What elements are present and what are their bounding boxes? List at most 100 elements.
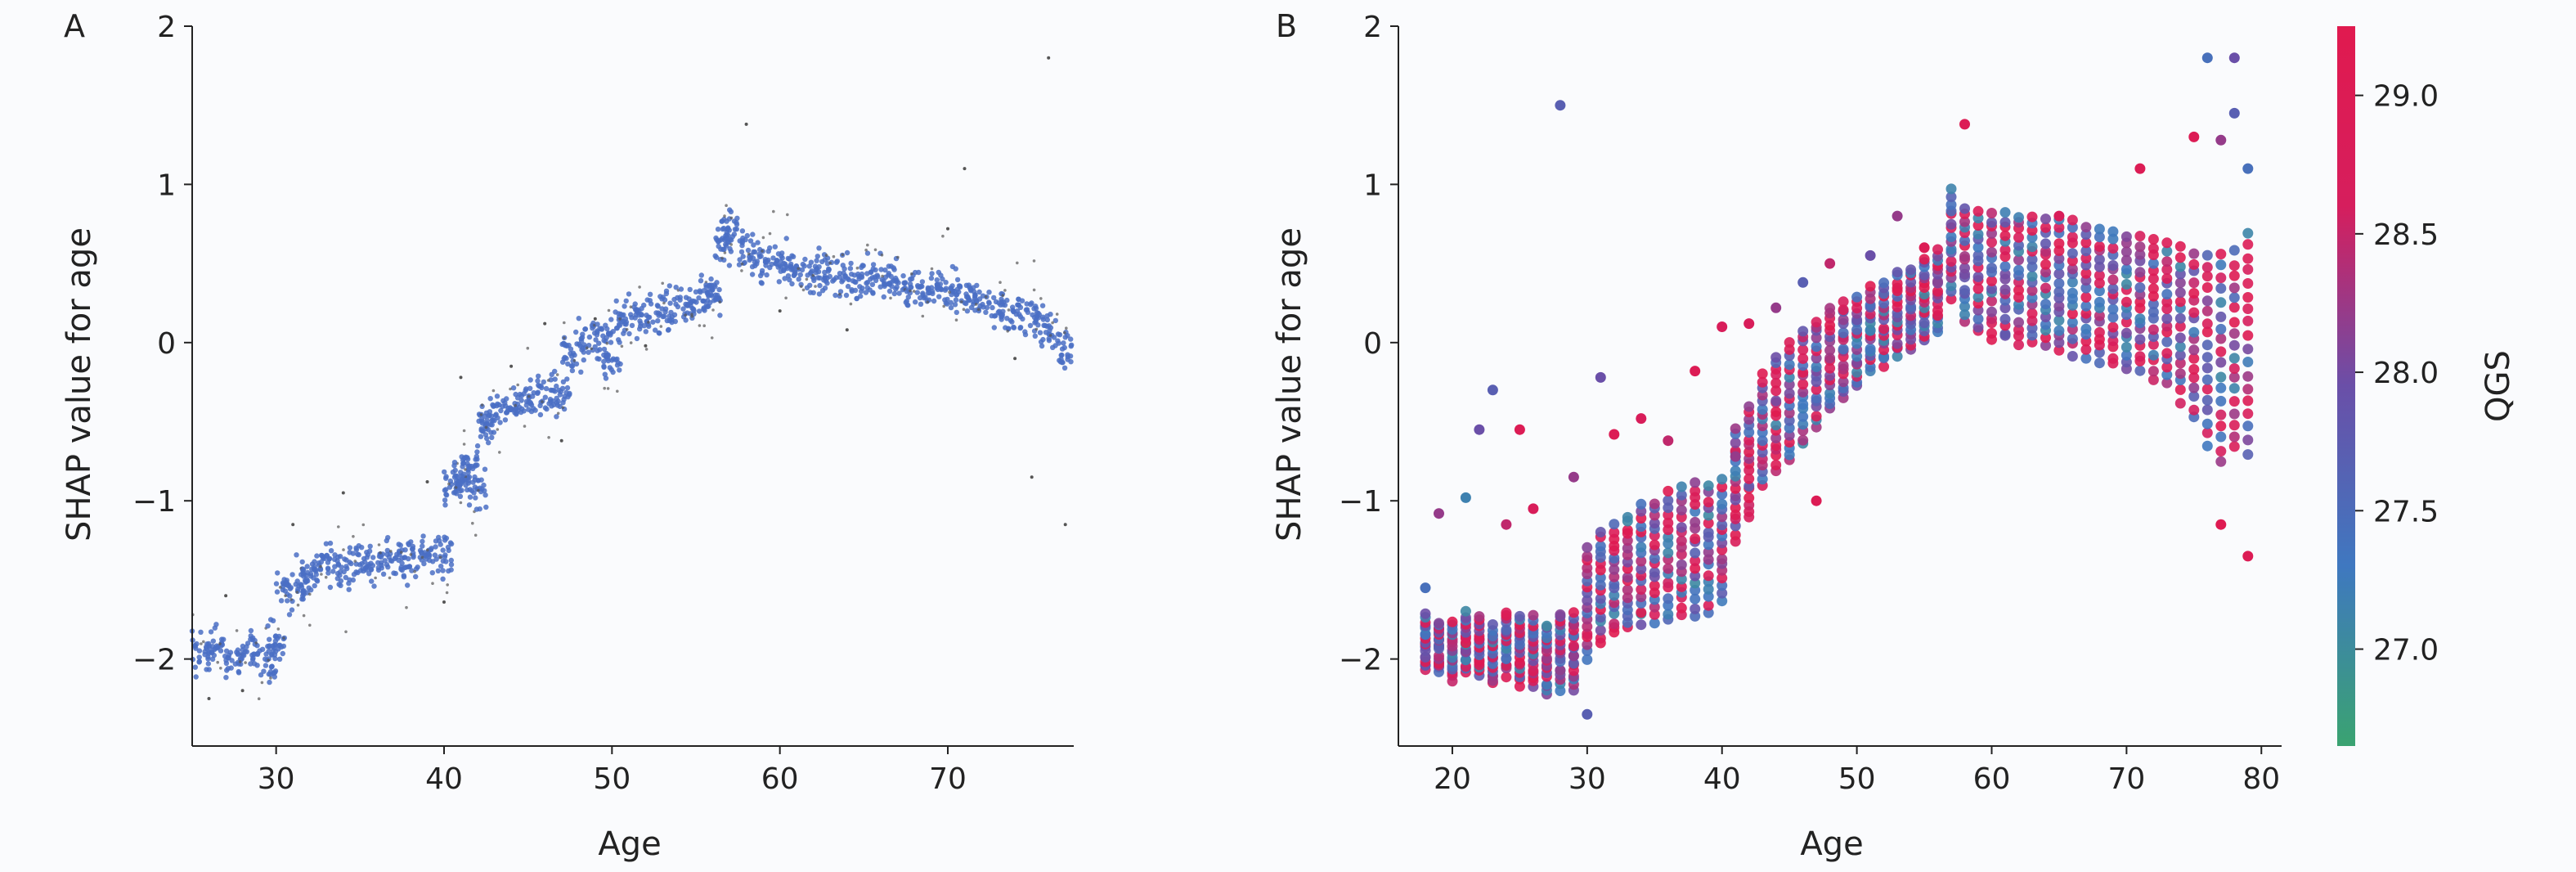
data-point bbox=[914, 290, 921, 295]
data-point bbox=[2094, 347, 2105, 358]
data-point bbox=[1033, 303, 1039, 309]
data-point bbox=[983, 309, 989, 315]
data-point bbox=[1892, 278, 1903, 289]
data-point bbox=[2174, 349, 2186, 361]
data-point bbox=[1770, 440, 1782, 452]
data-point bbox=[604, 350, 609, 357]
data-point bbox=[1878, 323, 1890, 335]
outlier-point bbox=[1555, 100, 1566, 111]
data-point bbox=[734, 215, 740, 221]
data-point bbox=[2134, 282, 2146, 293]
data-point bbox=[2228, 408, 2240, 420]
outlier-point bbox=[1919, 242, 1930, 254]
data-point bbox=[1770, 385, 1782, 397]
data-point bbox=[2242, 292, 2254, 303]
data-point bbox=[1035, 322, 1041, 328]
data-point bbox=[2242, 315, 2254, 326]
data-point bbox=[2040, 299, 2051, 310]
data-point bbox=[622, 303, 627, 309]
data-point bbox=[1024, 301, 1030, 307]
data-point bbox=[510, 385, 517, 391]
data-point bbox=[1017, 325, 1024, 330]
data-point bbox=[564, 343, 570, 349]
data-point bbox=[1568, 607, 1579, 618]
data-point bbox=[1999, 313, 2011, 325]
data-point bbox=[472, 477, 478, 483]
outlier-point bbox=[711, 308, 715, 312]
outlier-point bbox=[1063, 523, 1067, 527]
x-tick-label: 20 bbox=[1434, 762, 1471, 796]
data-point bbox=[2228, 292, 2240, 303]
data-point bbox=[626, 330, 632, 337]
data-point bbox=[2147, 299, 2159, 310]
data-point bbox=[258, 672, 264, 678]
data-point bbox=[451, 474, 458, 480]
data-point bbox=[1986, 283, 1997, 294]
data-point bbox=[629, 322, 635, 329]
data-point bbox=[1663, 609, 1674, 620]
data-point bbox=[536, 382, 541, 389]
data-point bbox=[1636, 498, 1647, 510]
outlier-point bbox=[638, 285, 641, 289]
data-point bbox=[2215, 259, 2227, 271]
data-point bbox=[1690, 516, 1701, 528]
data-point bbox=[482, 492, 488, 498]
data-point bbox=[483, 410, 490, 416]
data-point bbox=[504, 410, 510, 416]
data-point bbox=[657, 330, 662, 336]
outlier-point bbox=[909, 289, 912, 293]
data-point bbox=[882, 267, 888, 273]
data-point bbox=[931, 298, 937, 304]
data-point bbox=[1959, 251, 1970, 262]
data-point bbox=[2080, 245, 2092, 257]
data-point bbox=[2040, 222, 2051, 233]
data-point bbox=[842, 273, 848, 279]
data-point bbox=[647, 298, 653, 303]
data-point bbox=[1770, 420, 1782, 431]
data-point bbox=[2188, 391, 2200, 402]
data-point bbox=[2120, 327, 2132, 339]
data-point bbox=[484, 435, 490, 442]
data-point bbox=[643, 329, 648, 335]
data-point bbox=[399, 560, 405, 566]
data-point bbox=[1811, 341, 1822, 353]
data-point bbox=[646, 314, 653, 321]
data-point bbox=[2228, 302, 2240, 313]
data-point bbox=[896, 290, 902, 296]
data-point bbox=[655, 318, 661, 324]
data-point bbox=[901, 280, 907, 285]
data-point bbox=[2215, 311, 2227, 322]
data-point bbox=[567, 392, 572, 398]
outlier-point bbox=[729, 243, 733, 246]
data-point bbox=[406, 542, 412, 548]
data-point bbox=[1501, 672, 1512, 683]
data-point bbox=[577, 343, 583, 349]
data-point bbox=[2026, 285, 2038, 296]
colorbar-gradient bbox=[2337, 26, 2355, 746]
data-point bbox=[808, 259, 815, 265]
outlier-point bbox=[296, 603, 300, 607]
data-point bbox=[1999, 230, 2011, 241]
data-point bbox=[2201, 339, 2213, 351]
data-point bbox=[1690, 547, 1701, 559]
data-point bbox=[856, 276, 862, 281]
outlier-point bbox=[761, 249, 764, 253]
data-point bbox=[666, 283, 672, 289]
data-point bbox=[1757, 368, 1768, 380]
data-point bbox=[662, 306, 669, 312]
data-point bbox=[864, 280, 871, 285]
data-point bbox=[223, 675, 229, 681]
data-point bbox=[380, 571, 387, 577]
data-point bbox=[1811, 384, 1822, 395]
data-point bbox=[595, 321, 600, 327]
data-point bbox=[554, 414, 559, 420]
data-point bbox=[964, 308, 971, 314]
data-point bbox=[714, 280, 720, 285]
data-point bbox=[1986, 227, 1997, 239]
data-point bbox=[607, 365, 613, 371]
data-point bbox=[1649, 553, 1660, 564]
data-point bbox=[473, 456, 478, 462]
data-point bbox=[745, 247, 752, 254]
data-point bbox=[789, 281, 795, 287]
data-point bbox=[815, 254, 820, 259]
